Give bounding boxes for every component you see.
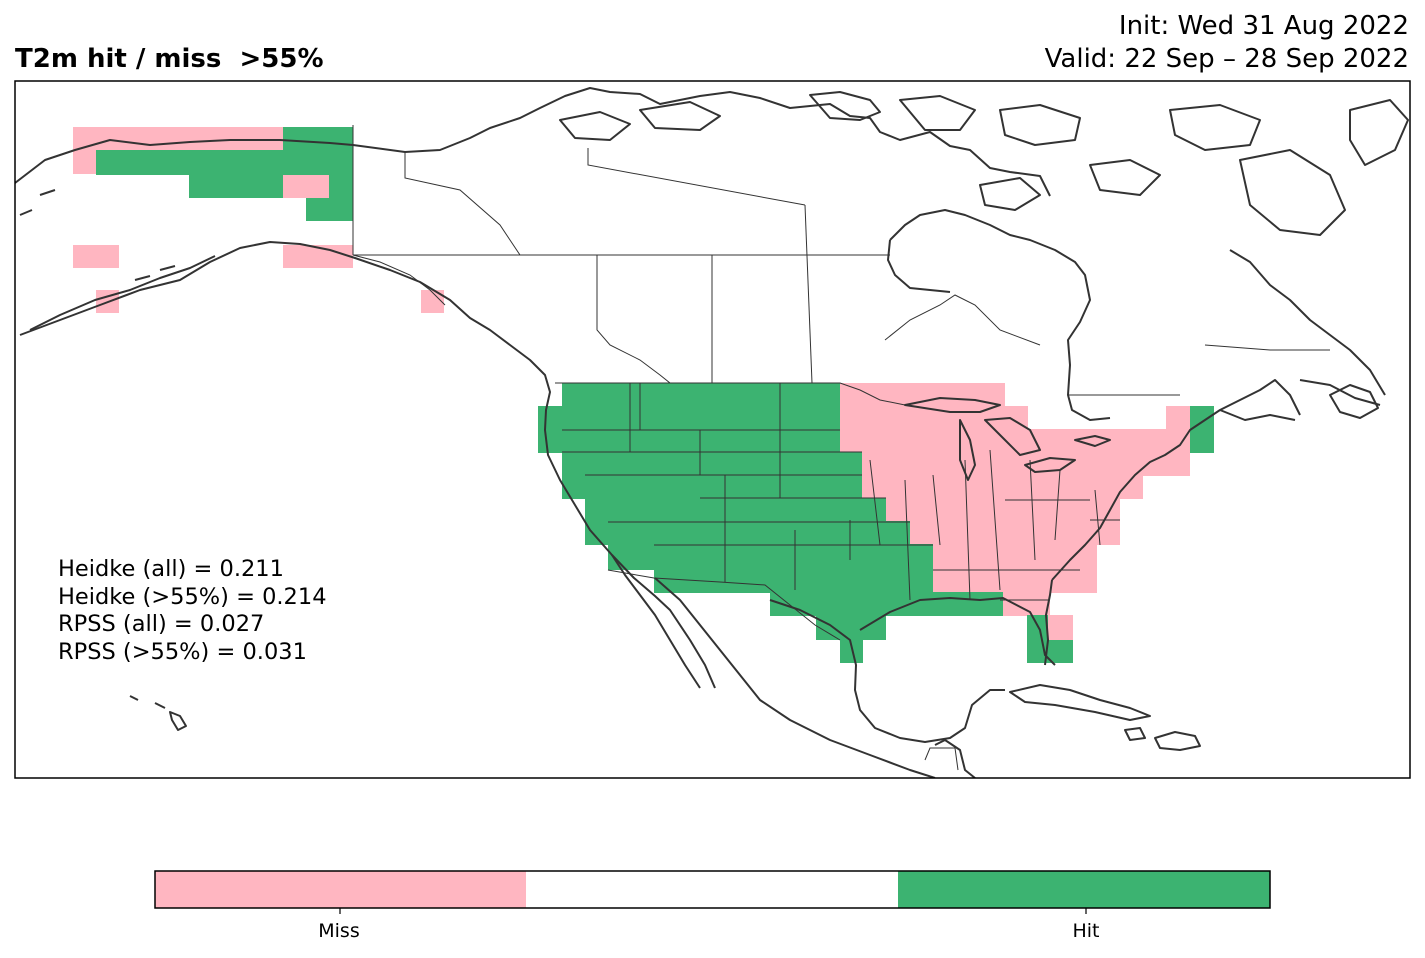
valid-date: Valid: 22 Sep – 28 Sep 2022 [1044, 44, 1409, 74]
colorbar-neutral-segment [526, 871, 898, 908]
colorbar-miss-segment [155, 871, 526, 908]
colorbar-frame [154, 870, 1271, 909]
colorbar-label-hit: Hit [1072, 920, 1100, 942]
borders [352, 125, 1330, 771]
stat-heidke-55: Heidke (>55%) = 0.214 [58, 583, 327, 610]
date-info: Init: Wed 31 Aug 2022 Valid: 22 Sep – 28… [1045, 10, 1409, 76]
stat-rpss-all: RPSS (all) = 0.027 [58, 611, 265, 637]
hit-cells [96, 127, 1214, 663]
stat-heidke-all: Heidke (all) = 0.211 [58, 556, 284, 582]
miss-cells [73, 127, 1190, 640]
map-title: T2m hit / miss >55% [15, 44, 324, 74]
skill-scores: Heidke (all) = 0.211 Heidke (>55%) = 0.2… [58, 556, 327, 666]
stat-rpss-55: RPSS (>55%) = 0.031 [58, 638, 307, 665]
init-date: Init: Wed 31 Aug 2022 [1118, 11, 1409, 41]
colorbar-label-miss: Miss [318, 920, 360, 942]
colorbar [154, 870, 1271, 914]
map-frame [14, 80, 1411, 779]
colorbar-hit-segment [898, 871, 1270, 908]
